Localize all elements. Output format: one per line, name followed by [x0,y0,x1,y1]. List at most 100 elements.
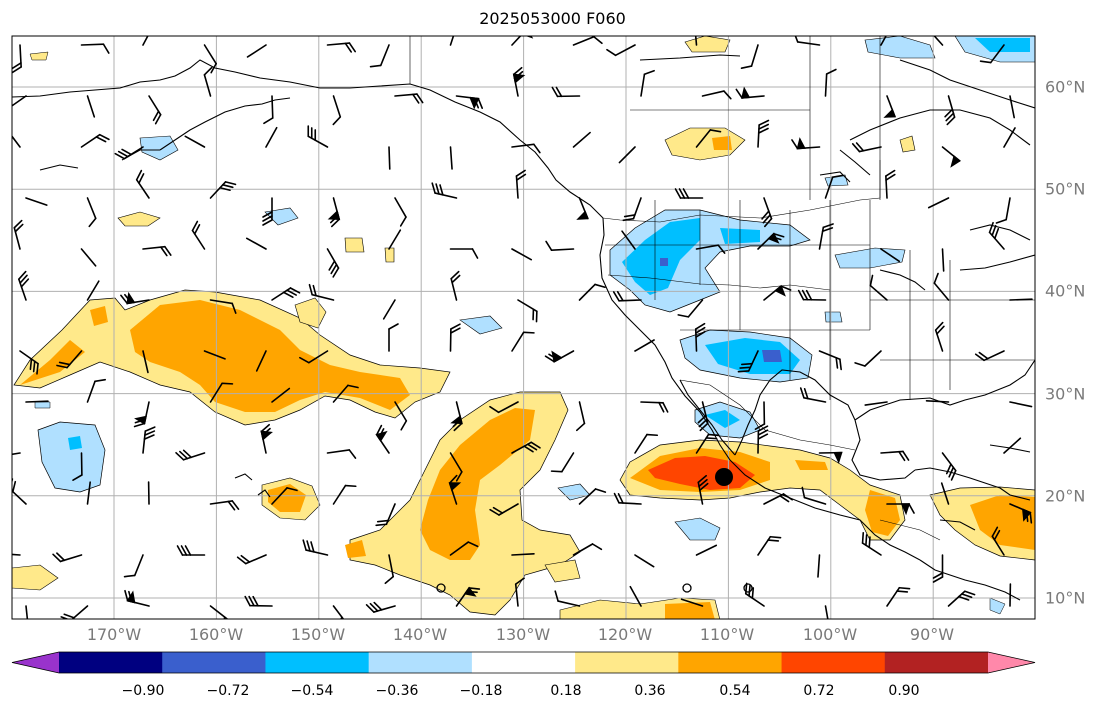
negative-anomaly-region [34,401,51,409]
wind-barb [394,197,407,227]
wind-barb [799,387,827,403]
wind-barb [12,44,22,74]
wind-barb [941,452,957,481]
wind-barb [744,582,765,607]
wind-barb [793,36,821,46]
wind-barb [326,248,340,278]
wind-barb [60,605,89,619]
negative-anomaly-region [459,315,503,335]
lat-tick-label: 40°N [1045,281,1086,301]
colorbar-segment [884,652,989,673]
wind-barb [578,283,606,301]
wind-barb [449,36,459,46]
wind-barb [375,424,390,454]
wind-barb [455,95,484,110]
calm-wind-circle [436,583,446,593]
wind-barb [142,350,149,374]
wind-barb [851,142,882,153]
wind-barb [886,586,911,607]
colorbar-segment [162,652,266,673]
positive-anomaly-region [294,297,327,329]
colorbar-tick-label: −0.54 [290,683,334,699]
wind-barb [740,44,759,69]
wind-barb [618,146,636,164]
wind-barb [1003,127,1016,148]
wind-barbs-layer [12,36,1033,619]
colorbar-tick-label: −0.72 [206,683,250,699]
positive-anomaly-region [130,300,410,412]
wind-barb [450,270,461,301]
positive-anomaly-region [344,237,365,253]
wind-barb [545,240,575,251]
negative-anomaly-region [139,135,179,161]
negative-anomaly-region [864,36,936,59]
wind-barb [123,554,144,578]
positive-anomaly-region [664,127,746,161]
colorbar-underflow-triangle [12,652,59,673]
map-frame [11,35,1036,620]
negative-anomaly-region [705,410,740,428]
lat-tick-label: 10°N [1045,588,1086,608]
negative-anomaly-region [68,436,82,450]
lon-tick-label: 130°W [495,625,551,644]
lon-tick-label: 170°W [86,625,142,644]
wind-barb [388,323,399,352]
wind-barb [761,197,773,228]
wind-barb [517,299,538,323]
wind-barb [578,488,607,505]
wind-barb [271,387,291,403]
wind-barb [693,36,698,46]
wind-barb [695,129,722,148]
colorbar-tick-label: 0.90 [888,683,920,699]
wind-barb [988,221,1005,250]
wind-barb [299,350,329,364]
wind-barb [933,272,950,301]
wind-barb [511,553,535,556]
wind-barb [818,451,843,464]
wind-barb [511,143,541,154]
wind-barb [757,535,782,556]
wind-barb [854,350,882,367]
wind-barb [640,401,669,413]
wind-barb [622,197,642,222]
wind-barb [332,484,357,505]
wind-barb [576,197,589,220]
colorbar-segment [678,652,783,673]
wind-barb [1003,437,1022,454]
negative-anomaly-region [622,218,700,295]
colorbar-segment [368,652,473,673]
negative-anomaly-region [264,207,299,226]
colorbar-segment [265,652,370,673]
lon-tick-label: 110°W [699,625,755,644]
wind-barb [885,169,896,199]
positive-anomaly-region [684,36,731,53]
wind-barb [203,350,226,360]
wind-barb [801,486,827,505]
wind-barb [246,44,267,58]
negative-anomaly-region [674,517,721,541]
wind-barb [86,280,100,301]
wind-barb [25,400,49,403]
wind-barb [245,237,267,250]
wind-barb [133,401,150,428]
colorbar-tick-label: 0.72 [803,683,835,699]
wind-barb [824,605,831,619]
lon-tick-label: 140°W [392,625,448,644]
wind-barb [886,503,915,516]
wind-barb [629,585,642,607]
wind-barb [271,287,301,301]
positive-anomaly-region [117,211,161,227]
wind-barb [209,500,240,511]
wind-barb [375,503,396,527]
wind-barb [369,44,390,68]
wind-barb [388,146,391,170]
wind-barb [308,283,335,301]
wind-barb [184,135,206,148]
positive-anomaly-region [712,136,732,150]
wind-barb [388,229,402,250]
wind-barb [695,244,726,254]
wind-barb [818,223,834,250]
wind-barb [86,95,96,118]
wind-barb [13,219,24,250]
colorbar-segment [575,652,679,673]
